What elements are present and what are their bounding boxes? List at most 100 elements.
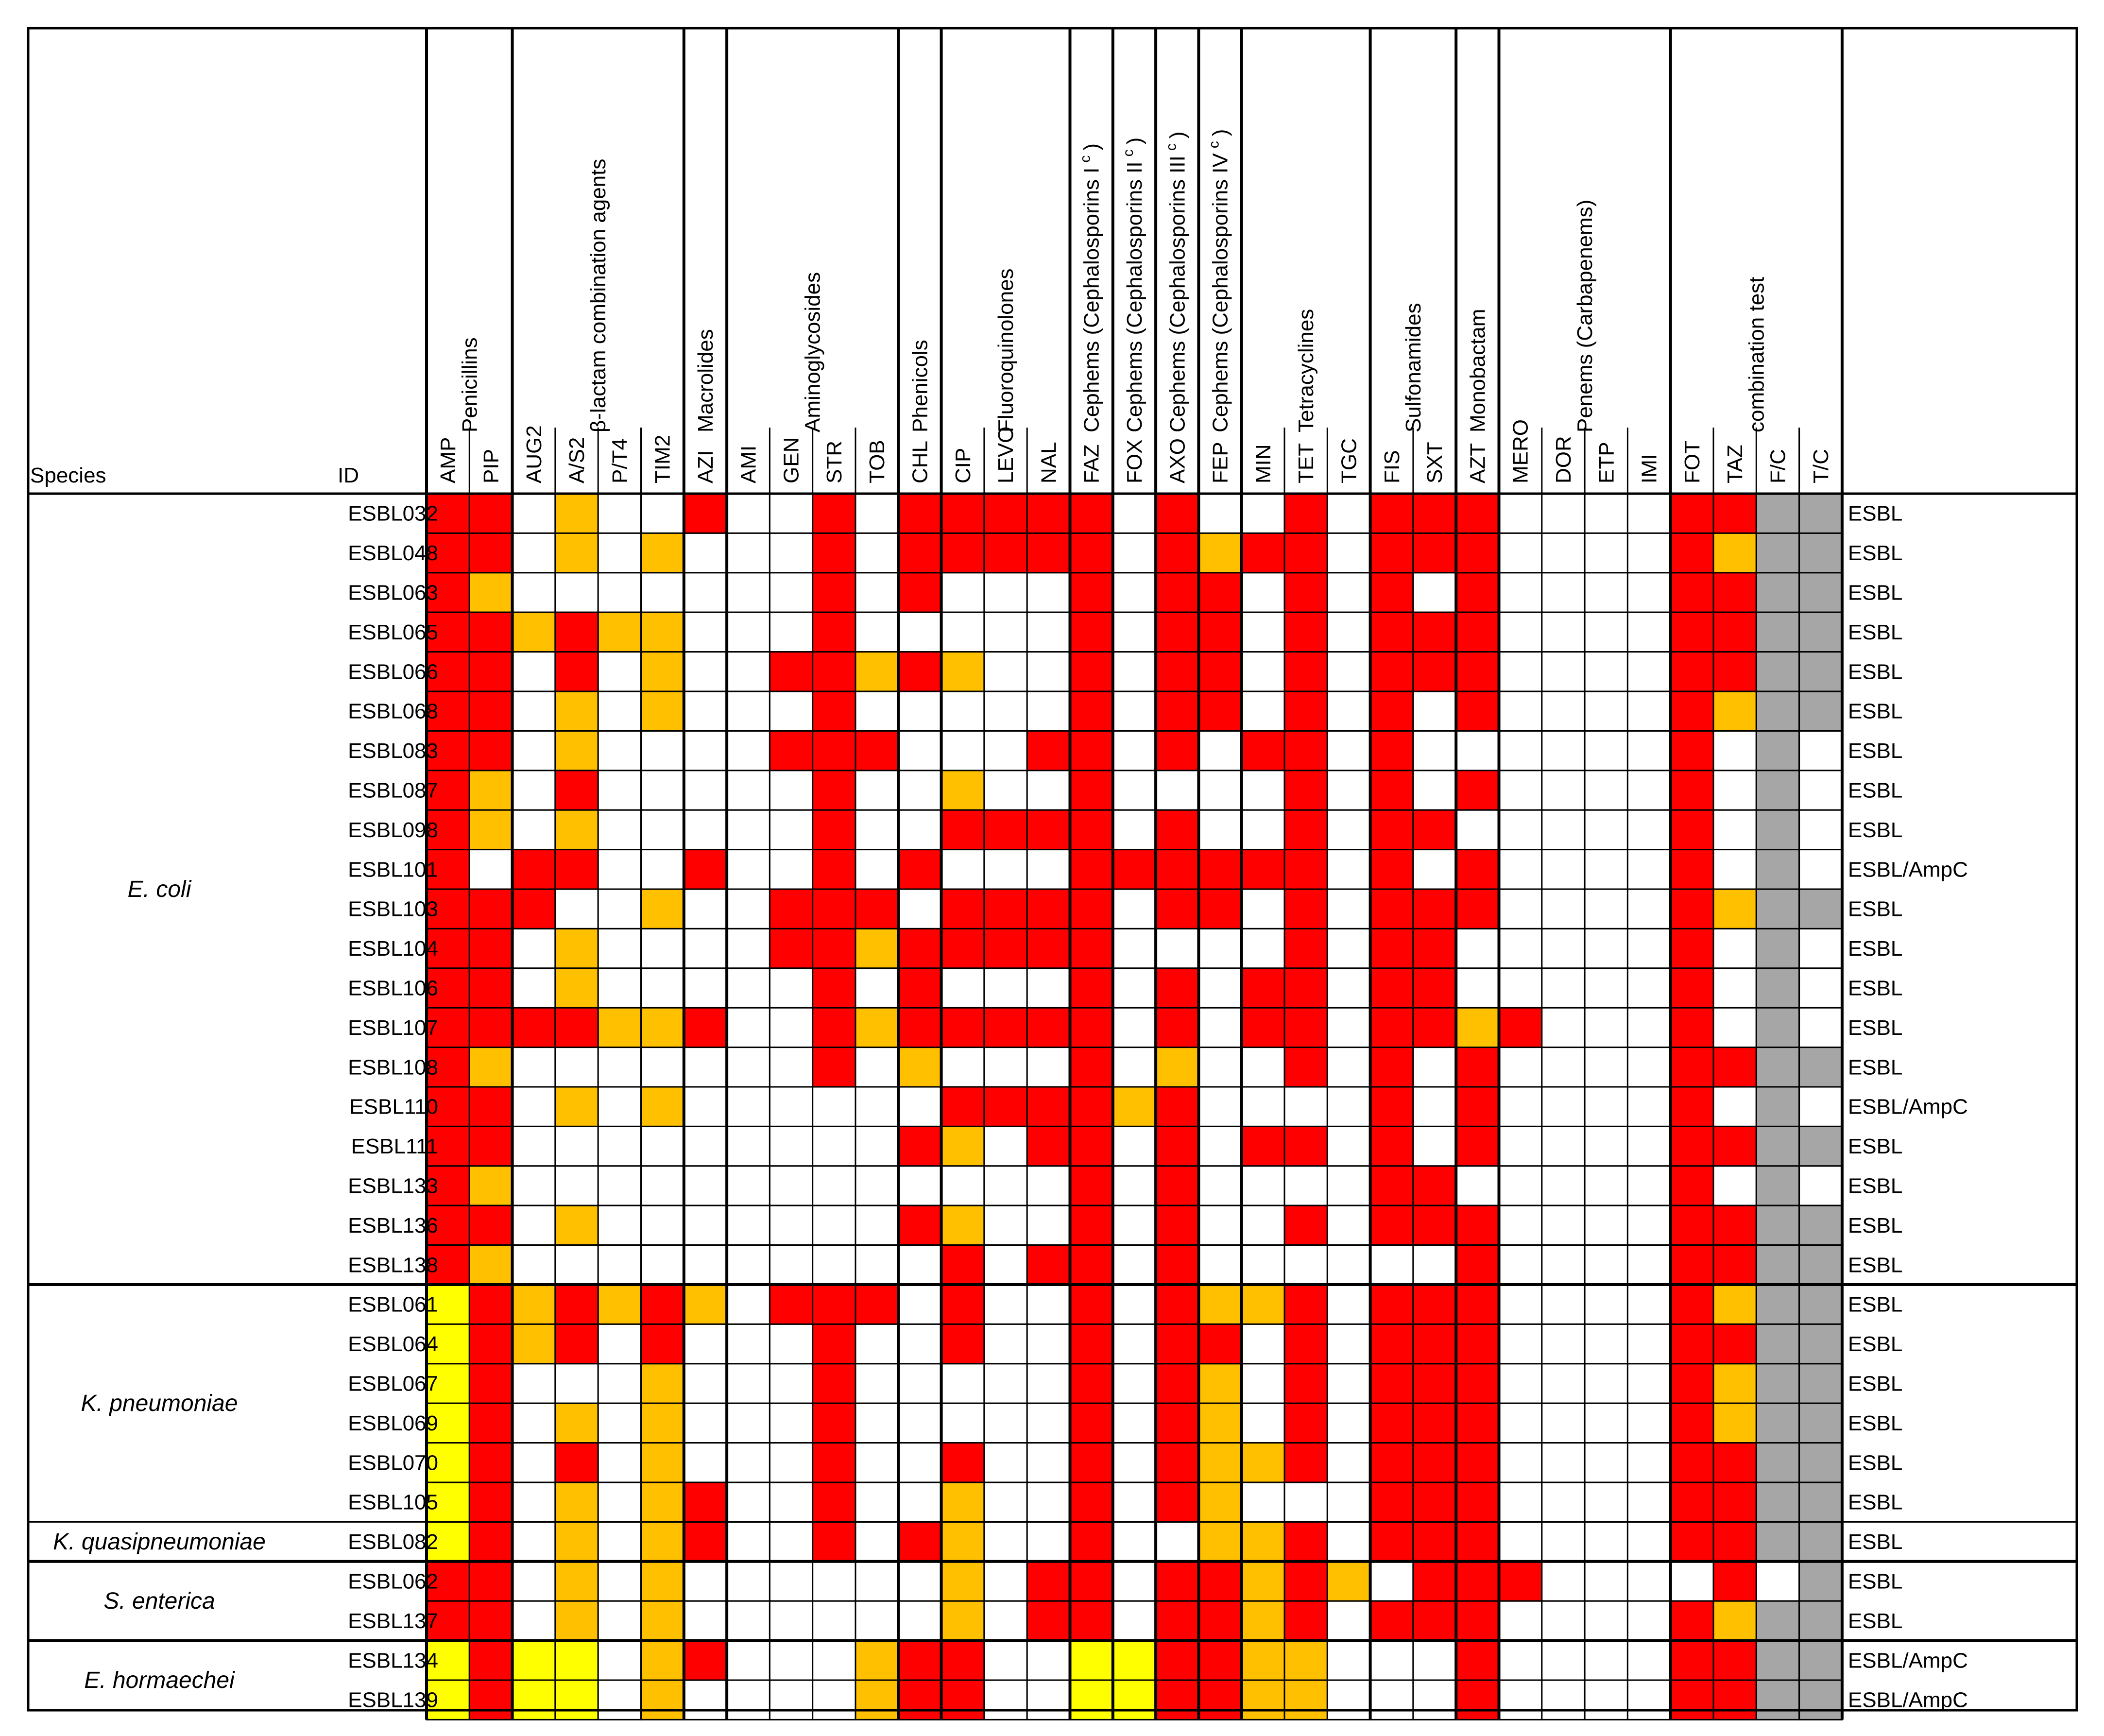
- cell-esbl104-p-t4: [597, 928, 642, 969]
- cell-esbl139-f-c: [1755, 1679, 1800, 1720]
- cell-esbl083-azi: [683, 730, 728, 772]
- cell-esbl070-aug2: [512, 1442, 556, 1483]
- cell-esbl069-tim2: [640, 1402, 685, 1444]
- cell-esbl138-min: [1241, 1244, 1285, 1286]
- cell-esbl070-fep: [1197, 1442, 1243, 1483]
- column-label-etp: ETP: [1594, 442, 1618, 483]
- cell-esbl067-ami: [726, 1363, 770, 1404]
- cell-esbl069-cip: [941, 1402, 985, 1444]
- cell-esbl098-etp: [1584, 809, 1628, 851]
- cell-esbl106-dor: [1541, 967, 1586, 1009]
- cell-esbl063-azi: [683, 572, 728, 613]
- cell-esbl070-chl: [897, 1442, 942, 1483]
- cell-esbl067-fis: [1369, 1363, 1414, 1404]
- cell-esbl137-fot: [1670, 1600, 1714, 1642]
- column-label-cip: CIP: [951, 448, 975, 483]
- cell-esbl111-fis: [1369, 1125, 1414, 1167]
- cell-esbl111-sxt: [1412, 1125, 1457, 1167]
- class-label-text: β-lactam combination agents: [586, 159, 610, 432]
- class-label-superscript: c: [1206, 141, 1222, 148]
- phenotype-label: ESBL: [1848, 1570, 1903, 1594]
- cell-esbl138-fot: [1670, 1244, 1714, 1286]
- cell-esbl103-cip: [941, 888, 985, 929]
- row-id-label: ESBL067: [348, 1372, 438, 1396]
- cell-esbl098-chl: [897, 809, 942, 851]
- species-label-e-hormaechei: E. hormaechei: [84, 1667, 235, 1693]
- cell-esbl133-imi: [1626, 1165, 1672, 1206]
- cell-esbl068-a-s2: [554, 690, 599, 732]
- cell-esbl138-p-t4: [597, 1244, 642, 1286]
- cell-esbl103-fox: [1112, 888, 1157, 929]
- cell-esbl068-taz: [1712, 690, 1757, 732]
- cell-esbl098-levo: [983, 809, 1028, 851]
- cell-esbl110-fis: [1369, 1086, 1414, 1127]
- row-id-label: ESBL063: [348, 581, 438, 605]
- cell-esbl064-fot: [1670, 1323, 1714, 1365]
- cell-esbl067-sxt: [1412, 1363, 1457, 1404]
- row-id-label: ESBL032: [348, 502, 438, 526]
- cell-esbl068-ami: [726, 690, 770, 732]
- cell-esbl065-levo: [983, 611, 1028, 653]
- cell-esbl067-fep: [1197, 1363, 1243, 1404]
- cell-esbl107-min: [1241, 1007, 1285, 1048]
- cell-esbl061-aug2: [512, 1284, 556, 1325]
- cell-esbl110-gen: [769, 1086, 814, 1127]
- class-label-cephems-cephalosporins-iv: Cephems (Cephalosporins IV c): [1206, 129, 1232, 432]
- phenotype-label: ESBL: [1848, 1609, 1903, 1633]
- cell-esbl136-taz: [1712, 1204, 1757, 1246]
- cell-esbl106-tob: [855, 967, 899, 1009]
- cell-esbl061-etp: [1584, 1284, 1628, 1325]
- cell-esbl061-gen: [769, 1284, 814, 1325]
- cell-esbl136-etp: [1584, 1204, 1628, 1246]
- column-label-fis: FIS: [1380, 450, 1404, 483]
- cell-esbl107-gen: [769, 1007, 814, 1048]
- class-label-text: Cephems (Cephalosporins I: [1080, 168, 1104, 432]
- cell-esbl138-nal: [1026, 1244, 1071, 1286]
- cell-esbl067-mero: [1498, 1363, 1543, 1404]
- cell-esbl139-etp: [1584, 1679, 1628, 1720]
- cell-esbl136-axo: [1155, 1204, 1199, 1246]
- cell-esbl068-t-c: [1798, 690, 1843, 732]
- cell-esbl087-axo: [1155, 770, 1199, 811]
- cell-esbl064-azt: [1455, 1323, 1500, 1365]
- cell-esbl134-a-s2: [554, 1640, 599, 1681]
- cell-esbl137-dor: [1541, 1600, 1586, 1642]
- cell-esbl101-mero: [1498, 849, 1543, 890]
- cell-esbl105-gen: [769, 1481, 814, 1523]
- cell-esbl070-p-t4: [597, 1442, 642, 1483]
- cell-esbl065-azi: [683, 611, 728, 653]
- cell-esbl133-azi: [683, 1165, 728, 1206]
- cell-esbl061-mero: [1498, 1284, 1543, 1325]
- cell-esbl065-cip: [941, 611, 985, 653]
- cell-esbl064-pip: [468, 1323, 513, 1365]
- cell-esbl138-mero: [1498, 1244, 1543, 1286]
- cell-esbl106-levo: [983, 967, 1028, 1009]
- cell-esbl105-mero: [1498, 1481, 1543, 1523]
- cell-esbl065-mero: [1498, 611, 1543, 653]
- cell-esbl133-pip: [468, 1165, 513, 1206]
- cell-esbl048-tob: [855, 532, 899, 574]
- cell-esbl106-azi: [683, 967, 728, 1009]
- cell-esbl103-str: [812, 888, 856, 929]
- class-label-paren: ): [1080, 143, 1104, 151]
- cell-esbl069-fep: [1197, 1402, 1243, 1444]
- cell-esbl083-chl: [897, 730, 942, 772]
- cell-esbl032-aug2: [512, 493, 556, 534]
- cell-esbl061-nal: [1026, 1284, 1071, 1325]
- cell-esbl067-tob: [855, 1363, 899, 1404]
- cell-esbl070-gen: [769, 1442, 814, 1483]
- row-id-label: ESBL136: [348, 1214, 438, 1238]
- cell-esbl032-fep: [1197, 493, 1243, 534]
- cell-esbl101-chl: [897, 849, 942, 890]
- row-id-label: ESBL065: [348, 620, 438, 644]
- cell-esbl133-tet: [1283, 1165, 1328, 1206]
- cell-esbl105-f-c: [1755, 1481, 1800, 1523]
- cell-esbl108-chl: [897, 1047, 942, 1088]
- cell-esbl103-imi: [1626, 888, 1672, 929]
- cell-esbl139-ami: [726, 1679, 770, 1720]
- cell-esbl139-pip: [468, 1679, 513, 1720]
- cell-esbl068-levo: [983, 690, 1028, 732]
- cell-esbl067-axo: [1155, 1363, 1199, 1404]
- cell-esbl107-cip: [941, 1007, 985, 1048]
- cell-esbl103-ami: [726, 888, 770, 929]
